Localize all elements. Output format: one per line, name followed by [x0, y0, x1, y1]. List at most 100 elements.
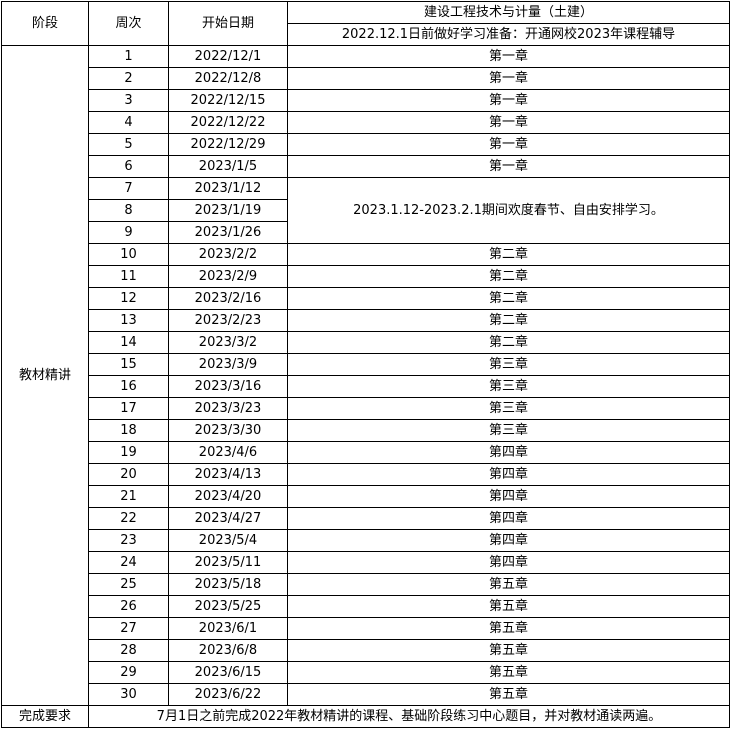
- week-cell: 17: [88, 397, 169, 420]
- table-row: 3 2022/12/15 第一章: [2, 89, 730, 112]
- content-cell: 第一章: [287, 133, 730, 156]
- table-row: 2 2022/12/8 第一章: [2, 67, 730, 90]
- date-cell: 2023/4/13: [168, 463, 288, 486]
- date-cell: 2022/12/22: [168, 111, 288, 134]
- week-cell: 6: [88, 155, 169, 178]
- table-row: 6 2023/1/5 第一章: [2, 155, 730, 178]
- table-row: 22 2023/4/27 第四章: [2, 507, 730, 530]
- table-row: 完成要求 7月1日之前完成2022年教材精讲的课程、基础阶段练习中心题目，并对教材…: [1, 705, 730, 728]
- date-cell: 2023/3/30: [168, 419, 288, 442]
- table-row: 阶段 周次 开始日期 建设工程技术与计量（土建）: [1, 1, 730, 46]
- week-cell: 4: [88, 111, 169, 134]
- table-row: 28 2023/6/8 第五章: [2, 639, 730, 662]
- date-cell: 2023/3/23: [168, 397, 288, 420]
- content-cell: 第五章: [287, 595, 730, 618]
- table-row: 15 2023/3/9 第三章: [2, 353, 730, 376]
- week-cell: 5: [88, 133, 169, 156]
- content-cell: 第二章: [287, 287, 730, 310]
- content-cell: 第三章: [287, 375, 730, 398]
- content-cell: 第五章: [287, 683, 730, 706]
- week-cell: 11: [88, 265, 169, 288]
- week-cell: 28: [88, 639, 169, 662]
- content-cell: 第四章: [287, 507, 730, 530]
- week-cell: 12: [88, 287, 169, 310]
- table-row: 30 2023/6/22 第五章: [2, 683, 730, 706]
- week-cell: 3: [88, 89, 169, 112]
- table-row: 17 2023/3/23 第三章: [2, 397, 730, 420]
- week-cell: 27: [88, 617, 169, 640]
- date-cell: 2023/1/5: [168, 155, 288, 178]
- table-row: 10 2023/2/2 第二章: [2, 243, 730, 266]
- content-cell: 第四章: [287, 463, 730, 486]
- table-row: 13 2023/2/23 第二章: [2, 309, 730, 332]
- content-cell: 第二章: [287, 265, 730, 288]
- date-cell: 2023/1/26: [168, 221, 288, 244]
- content-cell: 第一章: [287, 67, 730, 90]
- date-cell: 2023/2/9: [168, 265, 288, 288]
- table-row: 24 2023/5/11 第四章: [2, 551, 730, 574]
- date-cell: 2022/12/8: [168, 67, 288, 90]
- content-cell: 第四章: [287, 441, 730, 464]
- week-cell: 21: [88, 485, 169, 508]
- table-row: 18 2023/3/30 第三章: [2, 419, 730, 442]
- date-cell: 2023/3/16: [168, 375, 288, 398]
- date-cell: 2023/5/18: [168, 573, 288, 596]
- table-row: 16 2023/3/16 第三章: [2, 375, 730, 398]
- content-cell: 第五章: [287, 617, 730, 640]
- date-cell: 2022/12/15: [168, 89, 288, 112]
- date-cell: 2023/5/25: [168, 595, 288, 618]
- content-cell: 第五章: [287, 661, 730, 684]
- table-row: 教材精讲 1 2022/12/1 第一章: [1, 45, 730, 706]
- table-row: 7 2023/1/12 2023.1.12-2023.2.1期间欢度春节、自由安排学…: [2, 177, 730, 244]
- week-cell: 26: [88, 595, 169, 618]
- date-cell: 2023/6/15: [168, 661, 288, 684]
- date-cell: 2023/4/6: [168, 441, 288, 464]
- week-cell: 8: [88, 199, 169, 222]
- week-cell: 23: [88, 529, 169, 552]
- table-row: 26 2023/5/25 第五章: [2, 595, 730, 618]
- date-cell: 2023/6/1: [168, 617, 288, 640]
- date-cell: 2023/1/19: [168, 199, 288, 222]
- header-cell: 周次: [88, 1, 169, 46]
- content-cell: 第三章: [287, 397, 730, 420]
- table-row: 27 2023/6/1 第五章: [2, 617, 730, 640]
- stage-cell: 教材精讲: [1, 45, 89, 706]
- footer-text: 7月1日之前完成2022年教材精讲的课程、基础阶段练习中心题目，并对教材通读两遍…: [88, 705, 730, 728]
- date-cell: 2023/1/12: [168, 177, 288, 200]
- week-cell: 19: [88, 441, 169, 464]
- content-cell: 第四章: [287, 551, 730, 574]
- content-cell: 第二章: [287, 309, 730, 332]
- header-cell: 2022.12.1日前做好学习准备：开通网校2023年课程辅导: [287, 23, 730, 46]
- week-cell: 30: [88, 683, 169, 706]
- content-cell: 第四章: [287, 485, 730, 508]
- content-cell: 第一章: [287, 89, 730, 112]
- table-row: 23 2023/5/4 第四章: [2, 529, 730, 552]
- table-row: 19 2023/4/6 第四章: [2, 441, 730, 464]
- table-row: 21 2023/4/20 第四章: [2, 485, 730, 508]
- content-cell: 第一章: [287, 45, 730, 68]
- date-cell: 2023/2/2: [168, 243, 288, 266]
- table-row: 25 2023/5/18 第五章: [2, 573, 730, 596]
- table-row: 11 2023/2/9 第二章: [2, 265, 730, 288]
- header-cell: 阶段: [1, 1, 89, 46]
- week-cell: 18: [88, 419, 169, 442]
- date-cell: 2022/12/1: [168, 45, 288, 68]
- week-cell: 7: [88, 177, 169, 200]
- date-cell: 2023/4/20: [168, 485, 288, 508]
- week-cell: 22: [88, 507, 169, 530]
- table-row: 2022.12.1日前做好学习准备：开通网校2023年课程辅导: [2, 23, 730, 46]
- week-cell: 10: [88, 243, 169, 266]
- date-cell: 2023/4/27: [168, 507, 288, 530]
- date-cell: 2023/5/11: [168, 551, 288, 574]
- date-cell: 2022/12/29: [168, 133, 288, 156]
- date-cell: 2023/6/8: [168, 639, 288, 662]
- content-cell: 第二章: [287, 243, 730, 266]
- week-cell: 20: [88, 463, 169, 486]
- date-cell: 2023/2/23: [168, 309, 288, 332]
- week-cell: 9: [88, 221, 169, 244]
- table-row: 4 2022/12/22 第一章: [2, 111, 730, 134]
- content-cell: 2023.1.12-2023.2.1期间欢度春节、自由安排学习。: [287, 177, 730, 244]
- content-cell: 第一章: [287, 111, 730, 134]
- week-cell: 1: [88, 45, 169, 68]
